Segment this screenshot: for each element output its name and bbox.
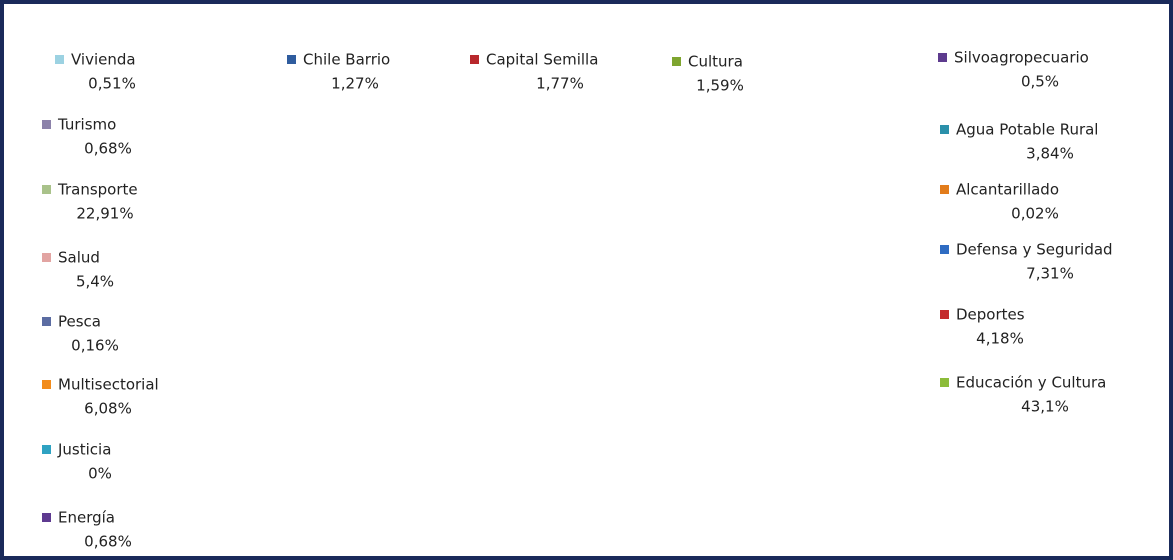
slice-label: Deportes [956, 306, 1025, 324]
value-label: 5,4% [76, 273, 114, 291]
value-label: 1,59% [696, 77, 744, 95]
legend-marker [55, 55, 64, 64]
legend-marker [287, 55, 296, 64]
slice-label: Chile Barrio [303, 51, 390, 69]
value-label: 0,68% [84, 533, 132, 551]
value-label: 1,27% [331, 75, 379, 93]
value-label: 6,08% [84, 400, 132, 418]
value-label: 22,91% [76, 205, 133, 223]
slice-label: Turismo [57, 116, 116, 134]
legend-marker [940, 378, 949, 387]
legend-marker [940, 310, 949, 319]
slice-label: Vivienda [71, 51, 136, 69]
legend-marker [470, 55, 479, 64]
value-label: 1,77% [536, 75, 584, 93]
value-label: 3,84% [1026, 145, 1074, 163]
legend-marker [940, 185, 949, 194]
legend-marker [42, 120, 51, 129]
legend-marker [42, 185, 51, 194]
legend-marker [42, 317, 51, 326]
value-label: 7,31% [1026, 265, 1074, 283]
value-label: 43,1% [1021, 398, 1069, 416]
value-label: 0,51% [88, 75, 136, 93]
slice-label: Justicia [57, 441, 111, 459]
value-label: 0,02% [1011, 205, 1059, 223]
legend-marker [938, 53, 947, 62]
legend-marker [940, 125, 949, 134]
slice-label: Alcantarillado [956, 181, 1059, 199]
value-label: 0,68% [84, 140, 132, 158]
slice-label: Pesca [58, 313, 101, 331]
slice-label: Defensa y Seguridad [956, 241, 1113, 259]
slice-label: Salud [58, 249, 100, 267]
slice-label: Agua Potable Rural [956, 121, 1098, 139]
slice-label: Multisectorial [58, 376, 159, 394]
value-label: 0% [88, 465, 112, 483]
legend-marker [42, 445, 51, 454]
legend-marker [940, 245, 949, 254]
slice-label: Capital Semilla [486, 51, 598, 69]
legend-marker [672, 57, 681, 66]
slice-label: Educación y Cultura [956, 374, 1106, 392]
legend-marker [42, 380, 51, 389]
legend-marker [42, 513, 51, 522]
value-label: 4,18% [976, 330, 1024, 348]
value-label: 0,5% [1021, 73, 1059, 91]
slice-label: Energía [58, 509, 115, 527]
slice-label: Cultura [688, 53, 743, 71]
slice-label: Silvoagropecuario [954, 49, 1089, 67]
value-label: 0,16% [71, 337, 119, 355]
slice-label: Transporte [57, 181, 138, 199]
legend-marker [42, 253, 51, 262]
